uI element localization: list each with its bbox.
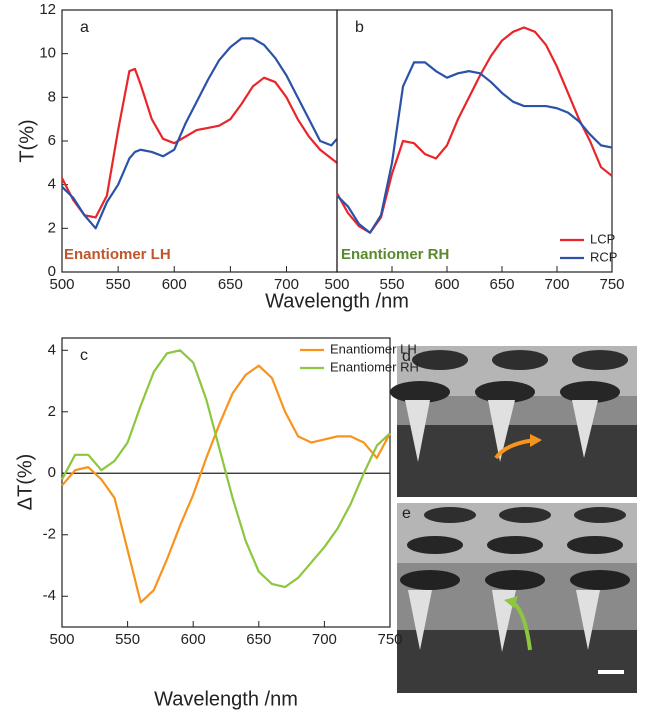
series-line [62,366,390,603]
y-tick-label: 12 [39,1,56,18]
x-axis-label: Wavelength /nm [265,290,409,312]
x-tick-label: 600 [162,276,187,293]
legend-label: LCP [590,231,615,246]
x-tick-label: 650 [218,276,243,293]
legend-label: Enantiomer RH [330,359,419,374]
sem-image-e [397,503,637,693]
x-tick-label: 750 [599,276,624,293]
y-tick-label: 0 [48,464,56,481]
y-tick-label: 2 [48,403,56,420]
y-tick-label: 6 [48,132,56,149]
y-tick-label: 0 [48,263,56,280]
y-tick-label: 4 [48,176,56,193]
figure: d e 500550600650700024681012Wavelength /… [0,0,647,715]
plot-frame [62,10,337,272]
y-axis-label: T(%) [16,119,38,162]
sem-image-d [390,346,637,497]
x-tick-label: 700 [544,276,569,293]
panel-label: c [80,347,88,364]
panel-label: b [355,19,364,36]
x-tick-label: 550 [115,631,140,648]
plot-frame [337,10,612,272]
plot-frame [62,338,390,627]
series-line [337,27,612,232]
y-tick-label: -4 [43,587,56,604]
y-tick-label: -2 [43,526,56,543]
annotation: Enantiomer LH [64,246,171,263]
y-axis-label: ΔT(%) [14,454,36,511]
x-tick-label: 650 [246,631,271,648]
panel-label: e [402,505,411,522]
annotation: Enantiomer RH [341,246,449,263]
x-tick-label: 700 [312,631,337,648]
x-tick-label: 550 [106,276,131,293]
x-tick-label: 550 [379,276,404,293]
series-line [62,350,390,587]
y-tick-label: 10 [39,45,56,62]
x-tick-label: 500 [324,276,349,293]
x-tick-label: 600 [434,276,459,293]
y-tick-label: 8 [48,88,56,105]
y-tick-label: 4 [48,341,56,358]
x-tick-label: 600 [181,631,206,648]
x-tick-label: 650 [489,276,514,293]
panel-label: a [80,19,89,36]
x-axis-label: Wavelength /nm [154,688,298,710]
x-tick-label: 500 [49,631,74,648]
legend-label: RCP [590,249,617,264]
x-tick-label: 750 [377,631,402,648]
series-line [62,38,337,228]
y-tick-label: 2 [48,219,56,236]
legend-label: Enantiomer LH [330,341,417,356]
